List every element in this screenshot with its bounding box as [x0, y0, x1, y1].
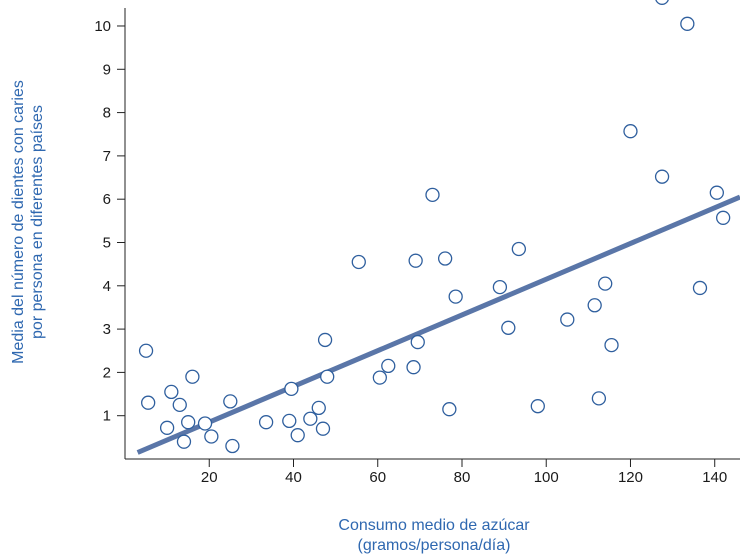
- data-point: [290, 428, 305, 443]
- y-tick-label: 5: [103, 234, 111, 251]
- data-point: [408, 253, 423, 268]
- data-point: [716, 210, 731, 225]
- data-point: [172, 397, 187, 413]
- data-point: [655, 0, 669, 5]
- data-point: [223, 394, 238, 409]
- data-point: [258, 415, 274, 430]
- data-point: [225, 438, 240, 454]
- data-point: [654, 169, 670, 184]
- x-tick-label: 40: [285, 469, 302, 486]
- data-point: [442, 402, 457, 417]
- data-point: [317, 332, 333, 348]
- data-point: [176, 434, 192, 449]
- data-point: [320, 369, 335, 384]
- data-point: [604, 337, 619, 353]
- y-tick-label: 2: [103, 364, 111, 381]
- y-tick-label: 8: [103, 105, 111, 122]
- x-tick-label: 120: [618, 469, 643, 486]
- y-tick-label: 4: [103, 278, 111, 295]
- data-point: [709, 185, 724, 200]
- data-point: [141, 395, 156, 410]
- data-points: [138, 0, 731, 454]
- data-point: [623, 124, 638, 139]
- data-point: [425, 187, 440, 203]
- axes: [124, 8, 740, 460]
- y-tick-label: 1: [103, 408, 111, 425]
- data-point: [680, 16, 695, 31]
- data-point: [406, 360, 421, 375]
- data-point: [598, 276, 613, 291]
- data-point: [303, 411, 318, 426]
- y-tick-label: 9: [103, 61, 111, 78]
- data-point: [591, 391, 607, 406]
- data-point: [311, 400, 326, 416]
- data-point: [530, 399, 545, 414]
- data-point: [138, 343, 154, 358]
- x-tick-label: 80: [454, 469, 471, 486]
- data-point: [492, 279, 508, 295]
- data-point: [197, 416, 213, 431]
- data-point: [181, 415, 196, 430]
- data-point: [692, 280, 708, 296]
- y-axis-title-line1: Media del número de dientes con caries: [10, 80, 27, 364]
- x-axis-title-line1: Consumo medio de azúcar: [338, 517, 530, 534]
- x-tick-label: 20: [201, 469, 218, 486]
- y-tick-label: 7: [103, 148, 111, 165]
- data-point: [410, 334, 425, 350]
- data-point: [315, 421, 331, 436]
- data-point: [372, 370, 387, 385]
- x-tick-label: 100: [534, 469, 559, 486]
- data-point: [381, 358, 396, 374]
- x-axis-title-line2: (gramos/persona/día): [358, 537, 511, 554]
- y-axis-title-line2: por persona en diferentes países: [29, 105, 46, 339]
- data-point: [560, 312, 575, 327]
- data-point: [511, 241, 527, 257]
- data-point: [437, 251, 453, 266]
- y-tick-label: 10: [94, 18, 111, 35]
- y-tick-label: 6: [103, 191, 111, 208]
- x-tick-label: 140: [702, 469, 727, 486]
- data-point: [351, 254, 366, 270]
- y-axis-ticks: 1 2 3 4 5 6 7 8 9 10: [94, 18, 125, 425]
- data-point: [159, 420, 175, 435]
- data-point: [164, 384, 179, 400]
- data-point: [204, 429, 219, 444]
- data-point: [284, 381, 299, 397]
- data-point: [587, 298, 602, 313]
- x-axis-ticks: 20 40 60 80 100 120 140: [201, 459, 727, 486]
- data-point: [185, 369, 200, 384]
- data-point: [501, 320, 516, 335]
- x-tick-label: 60: [369, 469, 386, 486]
- trend-line: [136, 194, 740, 455]
- data-point: [282, 413, 297, 429]
- y-tick-label: 3: [103, 321, 111, 338]
- data-point: [448, 289, 463, 304]
